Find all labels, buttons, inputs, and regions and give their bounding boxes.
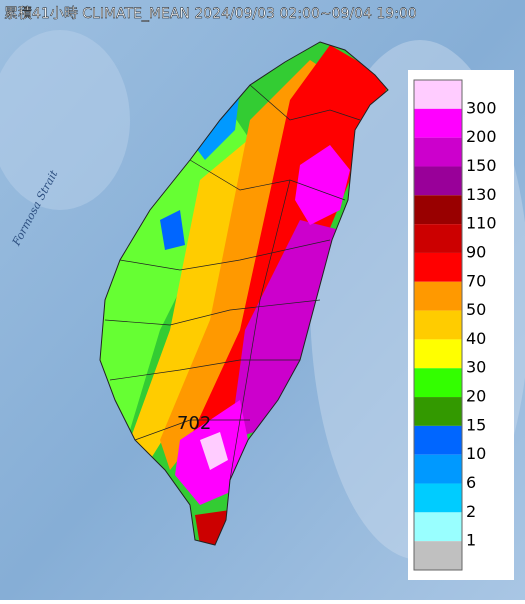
legend-swatch — [414, 252, 462, 282]
legend-label: 50 — [466, 300, 486, 319]
border — [189, 159, 346, 201]
legend-swatch — [414, 281, 462, 311]
legend-label: 2 — [466, 502, 476, 521]
coastline — [99, 41, 389, 546]
zone-blue — [160, 210, 185, 250]
legend-frame — [413, 79, 463, 571]
zone-magenta — [295, 145, 350, 225]
legend-label: 20 — [466, 387, 486, 406]
legend-label: 90 — [466, 242, 486, 261]
legend-label: 70 — [466, 271, 486, 290]
legend-swatch — [414, 80, 462, 109]
legend-label: 6 — [466, 473, 476, 492]
legend-label: 10 — [466, 444, 486, 463]
legend-swatch — [414, 541, 462, 570]
legend-swatch — [414, 483, 462, 513]
legend-label: 130 — [466, 185, 497, 204]
legend-swatch — [414, 195, 462, 225]
legend-label: 15 — [466, 415, 486, 434]
legend-label: 150 — [466, 156, 497, 175]
legend-swatch — [414, 108, 462, 138]
border — [229, 179, 291, 481]
border — [104, 299, 321, 326]
border — [109, 359, 300, 381]
border — [134, 419, 250, 441]
legend-swatch — [414, 454, 462, 484]
legend-label: 30 — [466, 358, 486, 377]
legend-swatch — [414, 368, 462, 398]
legend-label: 110 — [466, 214, 497, 233]
border — [119, 239, 331, 271]
legend-swatch — [414, 137, 462, 167]
legend-label: 300 — [466, 98, 497, 117]
legend-label: 1 — [466, 531, 476, 550]
legend-swatch — [414, 224, 462, 253]
legend: 300 200 150 130 110 90 70 50 40 30 20 15 10 6 2 1 — [413, 79, 497, 571]
island — [100, 42, 388, 545]
legend-swatch — [414, 166, 462, 196]
legend-swatch — [414, 310, 462, 340]
legend-label: 200 — [466, 127, 497, 146]
legend-swatch — [414, 425, 462, 455]
legend-swatch — [414, 339, 462, 369]
zone-pink — [200, 432, 228, 470]
peak-label: 702 — [177, 413, 211, 434]
county-borders — [104, 84, 361, 481]
cloud — [0, 30, 130, 210]
legend-label: 40 — [466, 329, 486, 348]
legend-swatch — [414, 397, 462, 426]
border — [249, 84, 361, 121]
map-title: 累積41小時 CLIMATE_MEAN 2024/09/03 02:00~09/… — [4, 6, 417, 22]
zone-purple — [230, 220, 340, 440]
legend-swatch — [414, 512, 462, 542]
